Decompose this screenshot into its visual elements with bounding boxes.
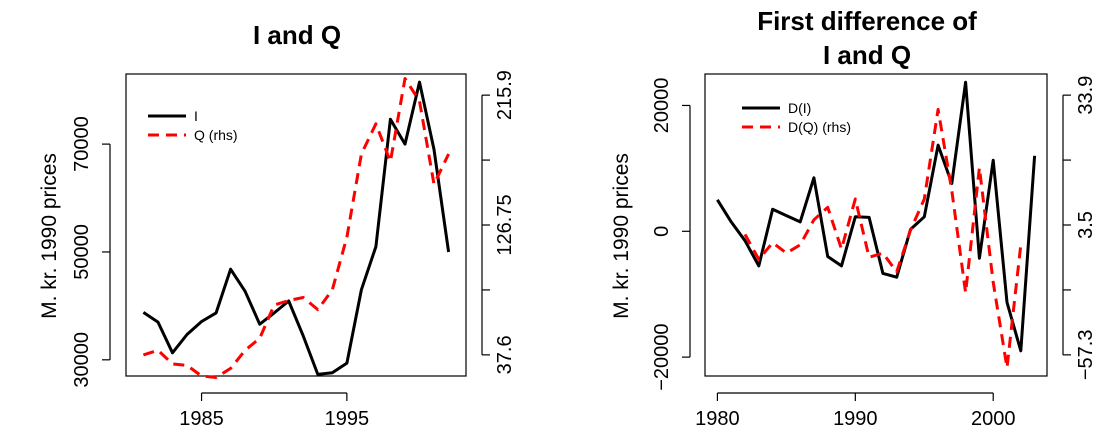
chart-right-series-secondary-line bbox=[743, 107, 1023, 370]
chart-right: First difference of I and Q M. kr. 1990 … bbox=[610, 6, 1097, 430]
chart-left-series-primary-line bbox=[142, 80, 451, 376]
chart-left-x-tick-label: 1985 bbox=[179, 408, 224, 430]
chart-right-y-tick-label: −20000 bbox=[651, 323, 673, 390]
chart-left-right-tick-label: 37.6 bbox=[494, 335, 516, 374]
chart-right-x-tick-label: 1980 bbox=[695, 408, 740, 430]
chart-left-plot-box bbox=[125, 73, 467, 377]
chart-left-right-tick-label: 126.75 bbox=[494, 194, 516, 255]
chart-left-y-tick-label: 50000 bbox=[71, 224, 93, 280]
chart-right-right-tick-label: 3.5 bbox=[1075, 211, 1097, 239]
chart-left-legend-label: I bbox=[194, 108, 198, 124]
chart-left-series-secondary-line bbox=[142, 77, 450, 379]
chart-left-y-tick-label: 30000 bbox=[71, 332, 93, 388]
chart-right-y-tick-label: 20000 bbox=[651, 78, 673, 134]
chart-right-title-line-1: First difference of bbox=[757, 6, 977, 36]
chart-right-legend-label: D(Q) (rhs) bbox=[788, 119, 851, 135]
chart-right-x-tick-label: 1990 bbox=[833, 408, 878, 430]
chart-left-title: I and Q bbox=[253, 20, 341, 50]
chart-right-right-tick-label: −57.3 bbox=[1075, 330, 1097, 381]
chart-left-legend-label: Q (rhs) bbox=[194, 127, 238, 143]
chart-right-right-tick-label: 33.9 bbox=[1075, 76, 1097, 115]
chart-right-ylabel: M. kr. 1990 prices bbox=[610, 153, 633, 319]
chart-left-ylabel: M. kr. 1990 prices bbox=[38, 153, 61, 319]
chart-right-series-primary-line bbox=[716, 80, 1037, 353]
chart-left-y-tick-label: 70000 bbox=[71, 116, 93, 172]
chart-left-right-tick-label: 215.9 bbox=[494, 70, 516, 120]
chart-left-x-tick-label: 1995 bbox=[325, 408, 370, 430]
chart-right-legend-label: D(I) bbox=[788, 100, 811, 116]
chart-right-plot-box bbox=[704, 73, 1048, 377]
chart-right-y-tick-label: 0 bbox=[651, 226, 673, 237]
chart-right-x-tick-label: 2000 bbox=[971, 408, 1016, 430]
chart-left: I and Q M. kr. 1990 prices 1985 1995 30000… bbox=[38, 20, 516, 430]
chart-right-title-line-2: I and Q bbox=[823, 40, 911, 70]
